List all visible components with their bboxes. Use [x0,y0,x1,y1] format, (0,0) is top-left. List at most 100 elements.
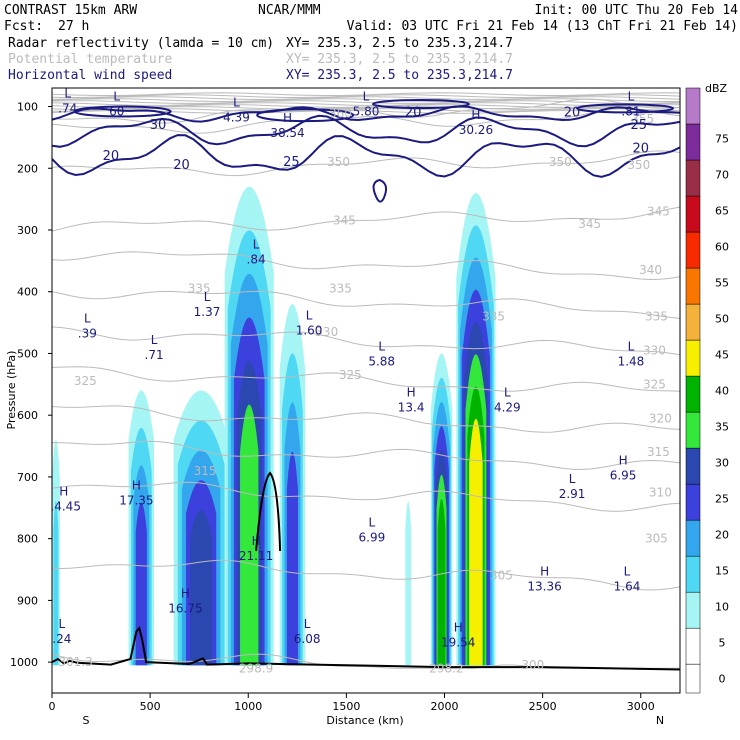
colorbar-label: 20 [715,529,729,542]
theta-contour-label: 325 [339,368,362,382]
hl-value: 4.39 [223,111,250,125]
colorbar-label: 50 [715,313,729,326]
theta-contour-label: 325 [74,374,97,388]
model-title: CONTRAST 15km ARW [4,3,137,18]
hl-value: 5.88 [368,354,395,368]
hl-value: 6.95 [610,469,637,483]
theta-contour [52,98,680,124]
hl-marker: L [363,89,370,103]
field-theta-name: Potential temperature [8,52,173,67]
theta-contour [52,96,680,101]
theta-contour-label: 315 [647,445,670,459]
wind-contour [52,134,680,178]
hl-marker: L [84,312,91,326]
theta-contour-label: 315 [194,464,217,478]
hl-marker: H [181,586,190,600]
reflectivity-cell [456,192,496,666]
theta-contour-label: 335 [645,309,668,323]
theta-contour [52,107,680,134]
x-tick-label: 1000 [234,700,262,713]
theta-contour [52,206,680,232]
hl-marker: H [59,484,68,498]
reflectivity-cell [52,439,60,666]
colorbar-label: 5 [719,637,726,650]
colorbar-label: 30 [715,457,729,470]
x-tick-label: 1500 [332,700,360,713]
hl-marker: L [151,333,158,347]
reflectivity-band [135,502,147,666]
theta-contour [52,102,680,106]
colorbar-unit: dBZ [705,82,728,95]
reflectivity-band [53,501,59,666]
y-tick-label: 800 [17,533,38,546]
hl-marker: L [504,386,511,400]
wind-contour-label: 20 [632,142,649,157]
plot-frame [51,87,681,694]
theta-contour [52,481,680,512]
hl-value: 6.99 [359,530,386,544]
theta-contour-label: 350 [327,155,350,169]
theta-contour-label: 355 [631,112,654,126]
hl-value: .74 [58,101,77,115]
theta-contour-label: 298.9 [239,661,273,675]
theta-contour-label: 325 [643,377,666,391]
hl-value: 4.29 [494,401,521,415]
wind-contour-label: 25 [283,155,300,170]
reflectivity-band [190,510,213,666]
hl-value: .81 [621,104,640,118]
field-wind-xy: XY= 235.3, 2.5 to 235.3,214.7 [286,68,513,83]
reflectivity-band [240,404,259,666]
hl-value: .39 [78,327,97,341]
x-axis-label: Distance (km) [326,714,403,727]
theta-contour [52,366,680,392]
colorbar: dBZ 0 5 10 15 20 25 30 35 40 45 50 55 60 65 70 75 [685,82,729,694]
hl-marker: H [252,534,261,548]
hl-value: 14.45 [47,499,81,513]
theta-contour [52,92,680,96]
y-tick-label: 400 [17,286,38,299]
y-tick-label: 500 [17,347,38,360]
theta-contour-labels: 301.3 298.9 298.2 300 305 305 310 315 315 320 325 3… [58,106,671,675]
org-label: NCAR/MMM [258,3,321,18]
hl-value: 16.75 [168,601,202,615]
hl-marker: L [204,290,211,304]
colorbar-label: 40 [715,385,729,398]
terrain-layer [52,471,680,671]
hl-marker: L [306,309,313,323]
colorbar-swatch [685,627,701,665]
hl-marker: L [113,89,120,103]
colorbar-swatch [685,267,701,305]
field-reflectivity-name: Radar reflectivity (lamda = 10 cm) [8,36,274,51]
field-reflectivity-xy: XY= 235.3, 2.5 to 235.3,214.7 [286,36,513,51]
hl-value: 2.91 [559,487,586,501]
axes: 100 200 300 400 500 600 700 800 900 1000 0 500 1000 1… [10,101,655,713]
plot-background [52,88,680,693]
theta-contour-label: 330 [315,325,338,339]
hl-marker: H [407,386,416,400]
colorbar-swatch [685,555,701,593]
wind-contour-label: 20 [405,106,422,121]
wind-contour [73,105,172,118]
terrain-line [255,471,282,552]
reflectivity-band [437,498,446,666]
colorbar-swatch [685,375,701,413]
hl-value: .71 [145,348,164,362]
hl-value: 21.11 [239,549,273,563]
hl-value: 13.36 [527,580,561,594]
reflectivity-cell [128,390,155,666]
colorbar-swatch [685,519,701,557]
theta-contour-label: 345 [647,204,670,218]
colorbar-label: 15 [715,565,729,578]
wind-contour-label: 20 [173,158,190,173]
y-tick-label: 200 [17,162,38,175]
reflectivity-cell [405,501,412,666]
wind-contour-label: 30 [150,118,167,133]
wind-contour [52,114,680,148]
colorbar-swatch [685,483,701,521]
theta-contour [52,326,680,356]
colorbar-label: 70 [715,168,729,181]
hl-value: 13.4 [398,401,425,415]
theta-contour-label: 305 [490,569,513,583]
wind-contour [372,178,388,203]
